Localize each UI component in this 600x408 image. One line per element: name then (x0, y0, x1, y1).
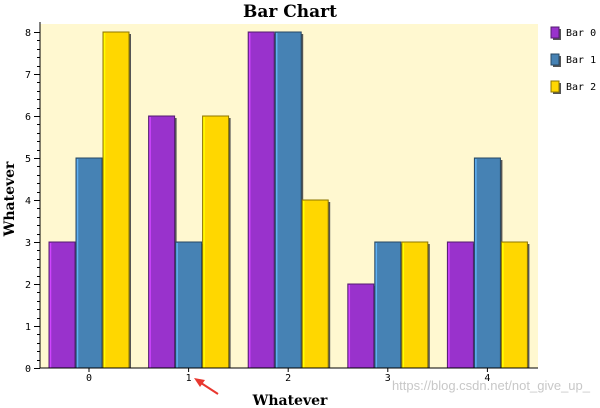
red-arrow-icon (194, 378, 219, 395)
bar-0-cat-1 (148, 115, 176, 369)
y-tick-label: 6 (25, 112, 31, 123)
x-tick-label: 3 (385, 373, 391, 384)
bar-2-cat-1 (202, 115, 230, 369)
bar-0-cat-0 (48, 241, 76, 369)
x-tick-label: 0 (86, 373, 92, 384)
bar-2-cat-4 (500, 241, 528, 369)
bar-1-cat-1 (175, 241, 203, 369)
x-axis-title: Whatever (252, 393, 328, 408)
legend-swatch (550, 26, 560, 39)
y-tick-label: 2 (25, 280, 31, 291)
y-tick-label: 5 (25, 154, 31, 165)
bar-2-cat-3 (401, 241, 429, 369)
y-tick-label: 1 (25, 322, 31, 333)
bar-1-cat-4 (473, 157, 501, 369)
y-tick-label: 4 (25, 196, 31, 207)
legend-label: Bar 2 (566, 82, 596, 93)
x-ticks-group: 0 1 2 3 4 (86, 368, 490, 384)
axes-group (39, 22, 538, 369)
x-tick-label: 1 (186, 373, 192, 384)
x-tick-label: 2 (285, 373, 291, 384)
bar-2-cat-2 (301, 199, 329, 369)
y-ticks-group: 0 1 2 3 4 5 6 7 8 (25, 28, 40, 375)
bar-0-cat-4 (446, 241, 474, 369)
bar-1-cat-2 (274, 31, 302, 369)
y-tick-label: 7 (25, 70, 31, 81)
legend-label: Bar 0 (566, 28, 596, 39)
y-tick-label: 3 (25, 238, 31, 249)
y-axis-title: Whatever (2, 161, 18, 237)
legend-swatch (550, 53, 560, 66)
legend-label: Bar 1 (566, 55, 596, 66)
bar-1-cat-3 (374, 241, 402, 369)
y-tick-label: 8 (25, 28, 31, 39)
x-tick-label: 4 (484, 373, 490, 384)
bar-0-cat-2 (247, 31, 275, 369)
bar-1-cat-0 (75, 157, 103, 369)
bar-2-cat-0 (102, 31, 130, 369)
legend-swatch (550, 80, 560, 93)
y-tick-label: 0 (25, 364, 31, 375)
bars-group (48, 31, 530, 369)
chart-title: Bar Chart (243, 2, 337, 22)
legend: Bar 0 Bar 1 Bar 2 (550, 26, 596, 94)
watermark-text: https://blog.csdn.net/not_give_up_ (392, 378, 591, 393)
bar-0-cat-3 (347, 283, 375, 369)
